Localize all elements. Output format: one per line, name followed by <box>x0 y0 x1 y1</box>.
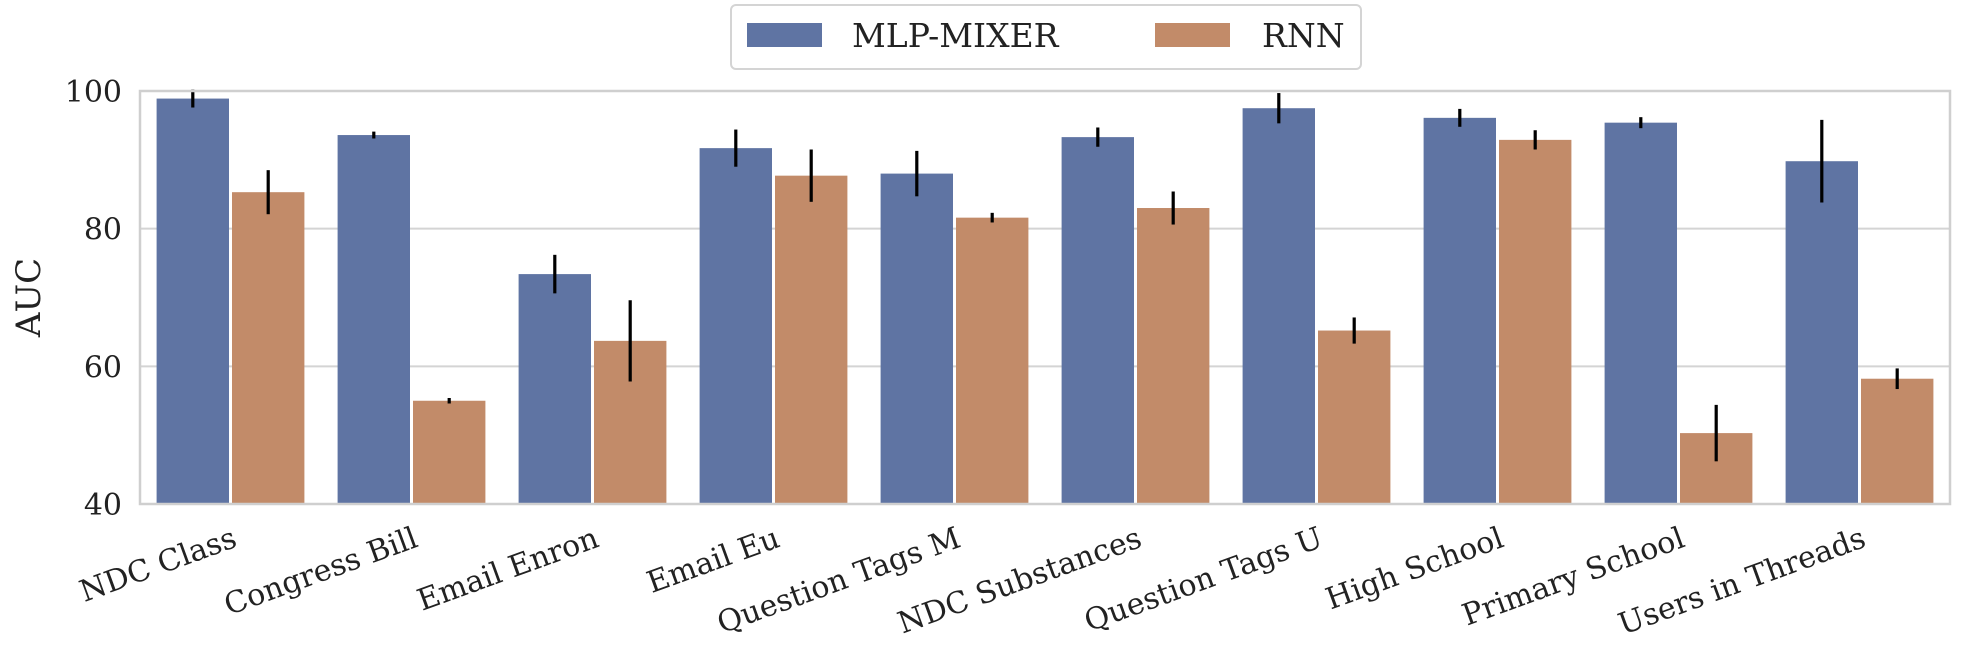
plot-frame <box>138 89 1952 506</box>
legend: MLP-MIXER RNN <box>730 4 1362 70</box>
bar-mlp-mixer-high-school <box>1423 117 1496 504</box>
bar-mlp-mixer-ndc-substances <box>1061 137 1134 504</box>
y-tick-label: 80 <box>84 213 122 248</box>
bar-rnn-question-tags-m <box>956 217 1029 505</box>
bar-mlp-mixer-question-tags-u <box>1242 108 1315 504</box>
bar-rnn-high-school <box>1499 139 1572 504</box>
grid-layer <box>140 227 1950 368</box>
bar-rnn-users-in-threads <box>1861 378 1934 504</box>
y-tick-label: 60 <box>84 350 122 385</box>
bar-mlp-mixer-primary-school <box>1604 122 1677 504</box>
bar-mlp-mixer-email-enron <box>518 274 591 504</box>
bar-mlp-mixer-question-tags-m <box>880 173 953 504</box>
y-tick-labels: 40 60 80 100 <box>65 75 122 523</box>
bar-mlp-mixer-ndc-class <box>156 98 229 505</box>
x-tick-label: Congress Bill <box>220 521 423 623</box>
bar-mlp-mixer-users-in-threads <box>1785 161 1858 504</box>
y-tick-label: 100 <box>65 75 122 110</box>
bar-rnn-ndc-class <box>232 192 305 504</box>
x-tick-label: Email Enron <box>413 521 603 619</box>
bar-mlp-mixer-congress-bill <box>337 135 410 504</box>
bar-mlp-mixer-email-eu <box>699 148 772 505</box>
legend-swatch-mlp-mixer <box>747 23 822 47</box>
bar-rnn-ndc-substances <box>1137 208 1210 504</box>
x-tick-label: Email Eu <box>642 521 784 601</box>
y-tick-label: 40 <box>84 488 122 523</box>
bar-rnn-email-eu <box>775 175 848 505</box>
bar-rnn-congress-bill <box>413 400 486 504</box>
legend-box <box>730 4 1362 70</box>
x-tick-label: NDC Class <box>75 521 241 610</box>
error-bar-layer <box>191 89 1899 462</box>
y-axis-label: AUC <box>9 258 49 338</box>
bar-rnn-question-tags-u <box>1318 330 1391 504</box>
bar-layer <box>156 98 1934 505</box>
legend-label-rnn: RNN <box>1262 16 1345 55</box>
legend-label-mlp-mixer: MLP-MIXER <box>852 16 1060 55</box>
legend-swatch-rnn <box>1155 23 1230 47</box>
